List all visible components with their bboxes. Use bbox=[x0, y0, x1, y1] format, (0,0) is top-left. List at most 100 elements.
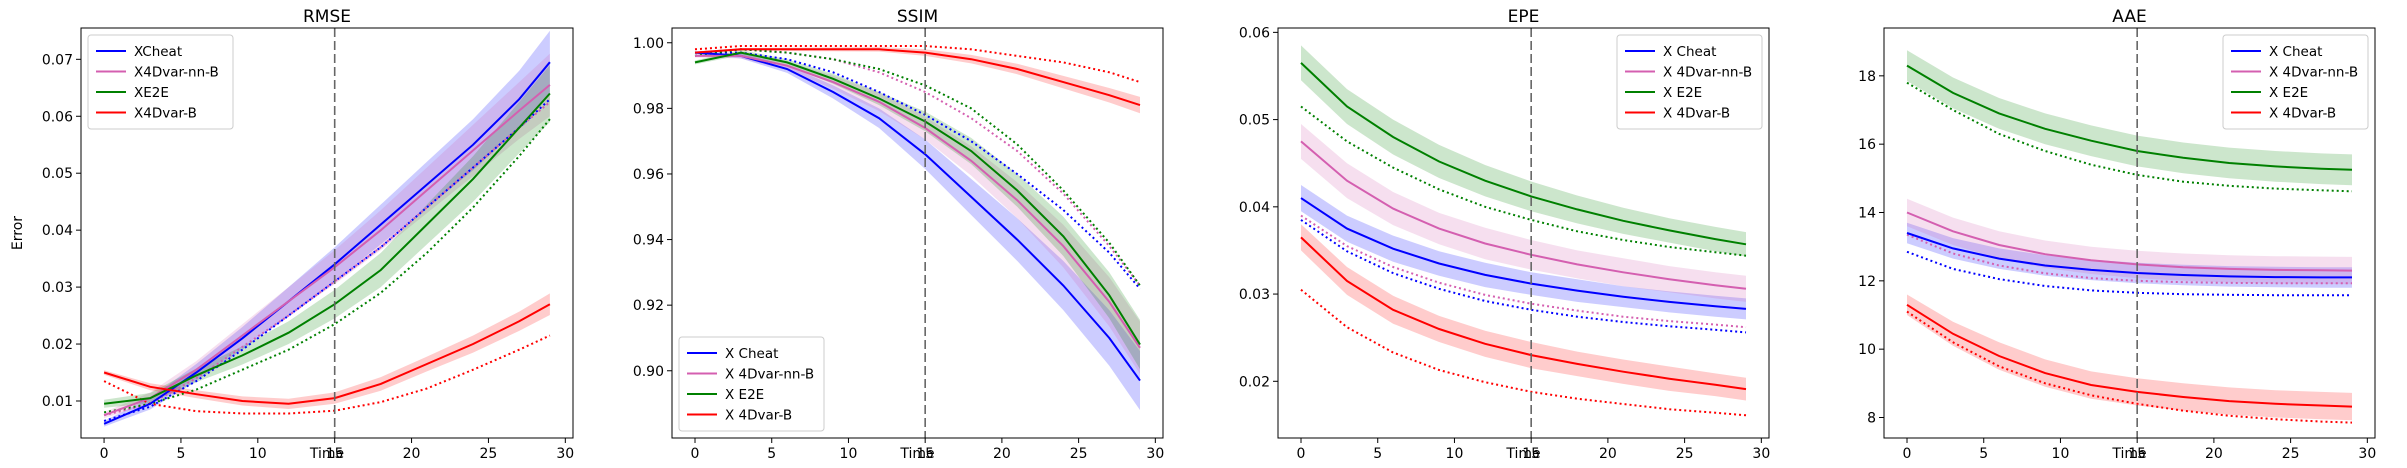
dotted-line-x-4dvar-b bbox=[1906, 310, 2353, 424]
legend-frame bbox=[1616, 34, 1763, 130]
y-tick-label: 0.96 bbox=[633, 167, 664, 183]
dotted-line-x-4dvar-b bbox=[1300, 288, 1747, 417]
y-tick-label: 0.07 bbox=[42, 52, 73, 68]
legend-frame bbox=[2222, 34, 2369, 130]
legend-label-x-e2e: X E2E bbox=[2269, 85, 2308, 101]
chart-title: RMSE bbox=[303, 7, 351, 27]
legend-frame bbox=[87, 34, 234, 130]
legend-label-x-cheat: X Cheat bbox=[725, 346, 778, 362]
legend-label-x-e2e: X E2E bbox=[1663, 85, 1702, 101]
axes-frame bbox=[671, 27, 1164, 439]
y-axis-label: Error bbox=[10, 216, 26, 250]
dotted-line-x-e2e bbox=[1300, 105, 1747, 257]
chart-title: EPE bbox=[1508, 7, 1540, 27]
y-tick-label: 10 bbox=[1858, 342, 1876, 358]
legend: X Cheat X 4Dvar-nn-B X E2E X 4Dvar-B bbox=[678, 336, 825, 432]
x-tick-label: 20 bbox=[2205, 446, 2223, 462]
x-tick-label: 10 bbox=[249, 446, 267, 462]
x-tick-label: 15 bbox=[1522, 446, 1540, 462]
x-axis-label: Time bbox=[309, 446, 344, 462]
series-line-x-cheat bbox=[694, 51, 1141, 382]
x-tick-label: 25 bbox=[1070, 446, 1088, 462]
legend-label-xcheat: XCheat bbox=[134, 44, 182, 60]
legend: X Cheat X 4Dvar-nn-B X E2E X 4Dvar-B bbox=[2222, 34, 2369, 130]
legend-label-x-4dvar-b: X 4Dvar-B bbox=[725, 408, 792, 424]
x-tick-label: 10 bbox=[2052, 446, 2070, 462]
x-tick-label: 5 bbox=[176, 446, 185, 462]
y-tick-label: 0.04 bbox=[1239, 200, 1270, 216]
legend: X Cheat X 4Dvar-nn-B X E2E X 4Dvar-B bbox=[1616, 34, 1763, 130]
chart-ssim: 0 5 10 15 20 25 30 0.90 0.92 0.94 0.96 0.98 1.00 SSIM… bbox=[633, 7, 1164, 462]
y-tick-label: 1.00 bbox=[633, 36, 664, 52]
legend-label-x-4dvar-b: X 4Dvar-B bbox=[2269, 106, 2336, 122]
legend-label-x-4dvar-nn-b: X 4Dvar-nn-B bbox=[2269, 65, 2358, 81]
x-tick-label: 0 bbox=[1297, 446, 1306, 462]
legend-label-x-e2e: X E2E bbox=[725, 387, 764, 403]
y-tick-label: 0.05 bbox=[1239, 113, 1270, 129]
y-tick-label: 0.94 bbox=[633, 233, 664, 249]
y-tick-label: 0.90 bbox=[633, 364, 664, 380]
x-tick-label: 20 bbox=[403, 446, 421, 462]
y-tick-label: 8 bbox=[1867, 411, 1876, 427]
axes-frame bbox=[1277, 27, 1770, 439]
confidence-band-x-4dvar-b bbox=[1907, 294, 2352, 421]
legend-label-x4dvar-b: X4Dvar-B bbox=[134, 106, 197, 122]
y-tick-label: 0.92 bbox=[633, 298, 664, 314]
legend-label-x-4dvar-nn-b: X 4Dvar-nn-B bbox=[725, 367, 814, 383]
confidence-band-x-4dvar-nn-b bbox=[1907, 198, 2352, 285]
y-tick-label: 0.06 bbox=[42, 109, 73, 125]
x-tick-label: 5 bbox=[1979, 446, 1988, 462]
legend-label-x4dvar-nn-b: X4Dvar-nn-B bbox=[134, 65, 219, 81]
axes-frame bbox=[80, 27, 574, 439]
axes-frame bbox=[1883, 27, 2376, 439]
legend-label-xe2e: XE2E bbox=[134, 85, 169, 101]
x-tick-label: 5 bbox=[1373, 446, 1382, 462]
x-tick-label: 25 bbox=[480, 446, 498, 462]
y-tick-label: 0.06 bbox=[1239, 25, 1270, 41]
x-axis-label: Time bbox=[899, 446, 934, 462]
y-tick-label: 0.01 bbox=[42, 394, 73, 410]
legend-frame bbox=[678, 336, 825, 432]
x-tick-label: 30 bbox=[556, 446, 574, 462]
legend-label-x-4dvar-b: X 4Dvar-B bbox=[1663, 106, 1730, 122]
x-tick-label: 25 bbox=[1676, 446, 1694, 462]
y-tick-label: 0.03 bbox=[42, 280, 73, 296]
x-tick-label: 5 bbox=[767, 446, 776, 462]
series-line-x-4dvar-b bbox=[1906, 303, 2353, 408]
x-axis-label: Time bbox=[1505, 446, 1540, 462]
x-tick-label: 15 bbox=[326, 446, 344, 462]
confidence-band-x-cheat bbox=[1907, 222, 2352, 288]
series-line-x-e2e bbox=[1300, 62, 1747, 246]
x-tick-label: 30 bbox=[1752, 446, 1770, 462]
confidence-band-x-e2e bbox=[695, 50, 1140, 370]
y-tick-label: 0.98 bbox=[633, 101, 664, 117]
chart-rmse: 0 5 10 15 20 25 30 0.01 0.02 0.03 0.04 0.05 0.06 0.07… bbox=[10, 7, 574, 462]
legend: XCheat X4Dvar-nn-B XE2E X4Dvar-B bbox=[87, 34, 234, 130]
confidence-band-x-4dvar-b bbox=[695, 47, 1140, 114]
x-tick-label: 15 bbox=[2128, 446, 2146, 462]
chart-title: SSIM bbox=[897, 7, 938, 27]
confidence-band-x4dvar-b bbox=[104, 293, 550, 409]
x-tick-label: 30 bbox=[2358, 446, 2376, 462]
y-tick-label: 0.02 bbox=[1239, 374, 1270, 390]
series-line-x-4dvar-b bbox=[694, 48, 1141, 107]
dotted-line-x-4dvar-nn-b bbox=[694, 48, 1141, 287]
x-tick-label: 15 bbox=[916, 446, 934, 462]
y-tick-label: 16 bbox=[1858, 137, 1876, 153]
x-tick-label: 10 bbox=[840, 446, 858, 462]
x-tick-label: 0 bbox=[100, 446, 109, 462]
y-tick-label: 0.02 bbox=[42, 337, 73, 353]
x-tick-label: 0 bbox=[691, 446, 700, 462]
x-tick-label: 0 bbox=[1903, 446, 1912, 462]
y-tick-label: 12 bbox=[1858, 274, 1876, 290]
y-tick-label: 18 bbox=[1858, 69, 1876, 85]
x-axis-label: Time bbox=[2111, 446, 2146, 462]
x-tick-label: 10 bbox=[1446, 446, 1464, 462]
series-line-x-cheat bbox=[1906, 232, 2352, 279]
legend-label-x-cheat: X Cheat bbox=[2269, 44, 2322, 60]
y-tick-label: 14 bbox=[1858, 206, 1876, 222]
y-tick-label: 0.03 bbox=[1239, 287, 1270, 303]
chart-aae: 0 5 10 15 20 25 30 8 10 12 14 16 18 AAE Time X Cheat X 4… bbox=[1858, 7, 2376, 462]
legend-label-x-4dvar-nn-b: X 4Dvar-nn-B bbox=[1663, 65, 1752, 81]
